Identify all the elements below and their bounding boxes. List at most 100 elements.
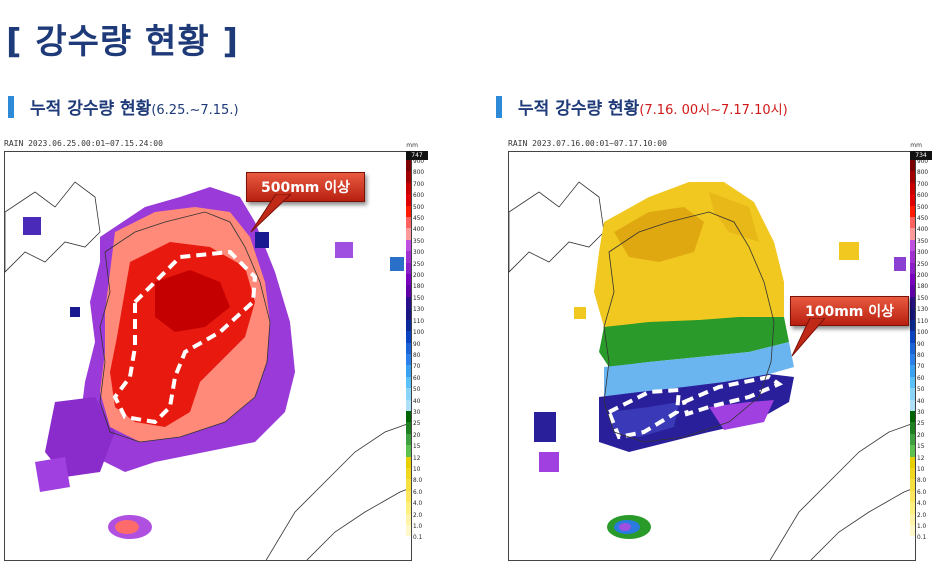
legend-unit: mm (910, 142, 922, 149)
legend-swatch (910, 228, 915, 240)
panel-2-heading: 누적 강수량 현황 (7.16. 00시~7.17.10시) (496, 94, 788, 119)
legend-swatch (406, 388, 411, 400)
map-2-legend: 900 800 700 600 500 450 400 350 300 250 200 180 150 1… (910, 159, 932, 548)
legend-ticks: 900 800 700 600 500 450 400 350 300 250 200 180 150 1… (917, 159, 932, 548)
legend-swatch (910, 376, 915, 389)
legend-swatch (406, 502, 411, 514)
legend-tick-label: 180 (917, 284, 929, 291)
legend-swatch (406, 194, 411, 206)
legend-swatch (406, 445, 411, 457)
legend-tick-label: 100 (413, 330, 425, 337)
legend-swatch (910, 490, 915, 503)
legend-tick-label: 600 (413, 193, 425, 200)
map-1-header: RAIN 2023.06.25.00:01~07.15.24:00 (4, 139, 163, 148)
legend-tick-label: 20 (413, 432, 421, 439)
legend-swatch (910, 296, 915, 309)
callout-arrow-icon (250, 194, 292, 233)
legend-tick-label: 150 (917, 295, 929, 302)
legend-swatch (910, 205, 915, 218)
page-title: [ 강수량 현황 ] (6, 22, 239, 62)
legend-tick-label: 500 (917, 204, 929, 211)
legend-tick-label: 900 (917, 159, 929, 165)
legend-tick-label: 350 (917, 238, 929, 245)
legend-swatch (910, 342, 915, 354)
legend-tick-label: 800 (917, 170, 929, 177)
legend-swatch (910, 331, 915, 343)
legend-tick-label: 8.0 (917, 478, 927, 485)
legend-tick-label: 2.0 (413, 512, 423, 519)
legend-swatch (910, 251, 915, 263)
legend-swatch (406, 525, 411, 537)
legend-colorbar (910, 160, 915, 548)
legend-tick-label: 90 (917, 341, 925, 348)
legend-tick-label: 130 (413, 307, 425, 314)
legend-swatch (406, 308, 411, 320)
panel-1-period: (6.25.~7.15.) (151, 103, 239, 118)
map-2-callout: 100mm 이상 (790, 296, 910, 357)
map-1-legend: 900 800 700 600 500 450 400 350 300 250 200 180 150 1… (406, 159, 428, 548)
legend-tick-label: 350 (413, 238, 425, 245)
legend-tick-label: 250 (413, 261, 425, 268)
legend-tick-label: 400 (413, 227, 425, 234)
map-2-max-badge: 734 (910, 151, 932, 160)
legend-swatch (406, 160, 411, 172)
legend-swatch (406, 410, 411, 423)
legend-swatch (406, 228, 411, 240)
legend-swatch (406, 239, 411, 252)
legend-tick-label: 130 (917, 307, 929, 314)
legend-tick-label: 600 (917, 193, 929, 200)
legend-tick-label: 80 (413, 352, 421, 359)
panel-1-heading: 누적 강수량 현황 (6.25.~7.15.) (8, 94, 239, 119)
legend-tick-label: 12 (917, 455, 925, 462)
legend-swatch (910, 388, 915, 400)
heading-accent-bar (8, 95, 14, 118)
legend-tick-label: 6.0 (917, 489, 927, 496)
legend-tick-label: 12 (413, 455, 421, 462)
legend-swatch (910, 262, 915, 275)
map-1-max-badge: 747 (406, 151, 428, 160)
legend-tick-label: 60 (917, 375, 925, 382)
legend-swatch (910, 502, 915, 514)
legend-tick-label: 15 (917, 444, 925, 451)
legend-tick-label: 6.0 (413, 489, 423, 496)
legend-swatch (910, 467, 915, 480)
legend-swatch (910, 308, 915, 320)
legend-tick-label: 70 (917, 364, 925, 371)
legend-tick-label: 50 (413, 387, 421, 394)
callout-label: 100mm 이상 (790, 296, 910, 326)
legend-tick-label: 700 (413, 181, 425, 188)
legend-tick-label: 30 (917, 409, 925, 416)
panel-2-period: (7.16. 00시~7.17.10시) (639, 103, 788, 118)
legend-tick-label: 40 (917, 398, 925, 405)
legend-tick-label: 10 (917, 466, 925, 473)
legend-unit: mm (406, 142, 418, 149)
legend-tick-label: 110 (413, 318, 425, 325)
legend-swatch (406, 513, 411, 525)
legend-swatch (406, 205, 411, 218)
legend-colorbar (406, 160, 411, 548)
legend-swatch (910, 285, 915, 297)
callout-label: 500mm 이상 (246, 172, 366, 202)
legend-tick-label: 80 (917, 352, 925, 359)
legend-swatch (910, 410, 915, 423)
legend-tick-label: 110 (917, 318, 929, 325)
legend-swatch (910, 319, 915, 332)
legend-tick-label: 4.0 (917, 501, 927, 508)
legend-tick-label: 25 (413, 421, 421, 428)
legend-swatch (406, 342, 411, 354)
legend-swatch (406, 182, 411, 195)
map-2-header: RAIN 2023.07.16.00:01~07.17.10:00 (508, 139, 667, 148)
legend-tick-label: 70 (413, 364, 421, 371)
legend-tick-label: 0.1 (413, 535, 423, 542)
legend-swatch (910, 217, 915, 229)
panel-1-heading-label: 누적 강수량 현황 (30, 99, 152, 119)
legend-swatch (910, 365, 915, 377)
legend-tick-label: 450 (413, 216, 425, 223)
legend-swatch (910, 536, 915, 548)
legend-swatch (406, 399, 411, 411)
legend-tick-label: 1.0 (413, 524, 423, 530)
legend-swatch (406, 217, 411, 229)
legend-tick-label: 180 (413, 284, 425, 291)
legend-swatch (910, 353, 915, 366)
legend-tick-label: 30 (413, 409, 421, 416)
